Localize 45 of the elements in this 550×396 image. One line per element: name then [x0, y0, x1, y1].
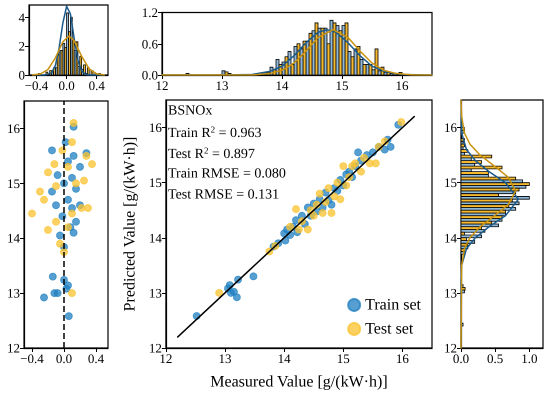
y-tick-label: 14: [7, 230, 20, 246]
y-tick-label: 14: [148, 230, 162, 246]
x-tick-label: 0.5: [487, 351, 504, 366]
x-tick-label: 15: [336, 351, 350, 366]
x-tick-label: 0.4: [88, 351, 105, 366]
y-tick-label: 0.6: [142, 36, 158, 52]
y-tick-label: 0.0: [142, 68, 158, 82]
x-tick-label: 13: [216, 78, 228, 93]
y-tick-label: 12: [7, 340, 20, 356]
y-tick-label: 15: [7, 176, 20, 191]
x-tick-label: 14: [278, 351, 292, 366]
y-tick-label: 16: [7, 120, 20, 136]
y-tick-label: 14: [444, 230, 458, 246]
y-tick-label: 15: [444, 175, 457, 190]
y-tick-label: 12: [148, 340, 162, 356]
y-tick-label: 13: [148, 285, 162, 300]
y-tick-label: 13: [7, 286, 20, 301]
x-tick-label: −0.4: [20, 351, 44, 366]
y-tick-label: 13: [444, 285, 457, 300]
y-tick-label: 12: [444, 340, 457, 356]
x-tick-label: −0.4: [24, 78, 49, 93]
y-tick-label: 16: [444, 120, 458, 136]
annotation: Test RMSE = 0.131: [168, 188, 280, 202]
x-tick-label: 12: [159, 351, 172, 366]
y-tick-label: 1.2: [142, 5, 158, 20]
y-tick-label: 15: [148, 175, 162, 190]
legend-label: Test set: [365, 320, 414, 338]
y-tick-label: 4: [18, 10, 26, 25]
y-tick-label: 2: [18, 38, 25, 54]
x-tick-label: 16: [396, 351, 410, 366]
legend-label: Train set: [365, 296, 422, 314]
x-tick-label: 14: [276, 78, 289, 93]
x-tick-label: 0.0: [56, 351, 72, 366]
annotation: BSNOx: [168, 104, 212, 118]
x-tick-label: 16: [396, 78, 409, 93]
x-axis-title: Measured Value [g/(kW·h)]: [210, 374, 388, 390]
y-tick-label: 16: [148, 120, 162, 136]
x-tick-label: 13: [218, 351, 232, 366]
x-tick-label: 0.0: [58, 78, 75, 93]
x-tick-label: 1.0: [521, 351, 538, 366]
y-tick-label: 0: [18, 68, 25, 82]
x-tick-label: 0.4: [88, 78, 106, 93]
annotation: Train RMSE = 0.080: [168, 166, 286, 182]
y-axis-title: Predicted Value [g/(kW·h)]: [122, 136, 138, 312]
x-tick-label: 15: [336, 78, 348, 93]
